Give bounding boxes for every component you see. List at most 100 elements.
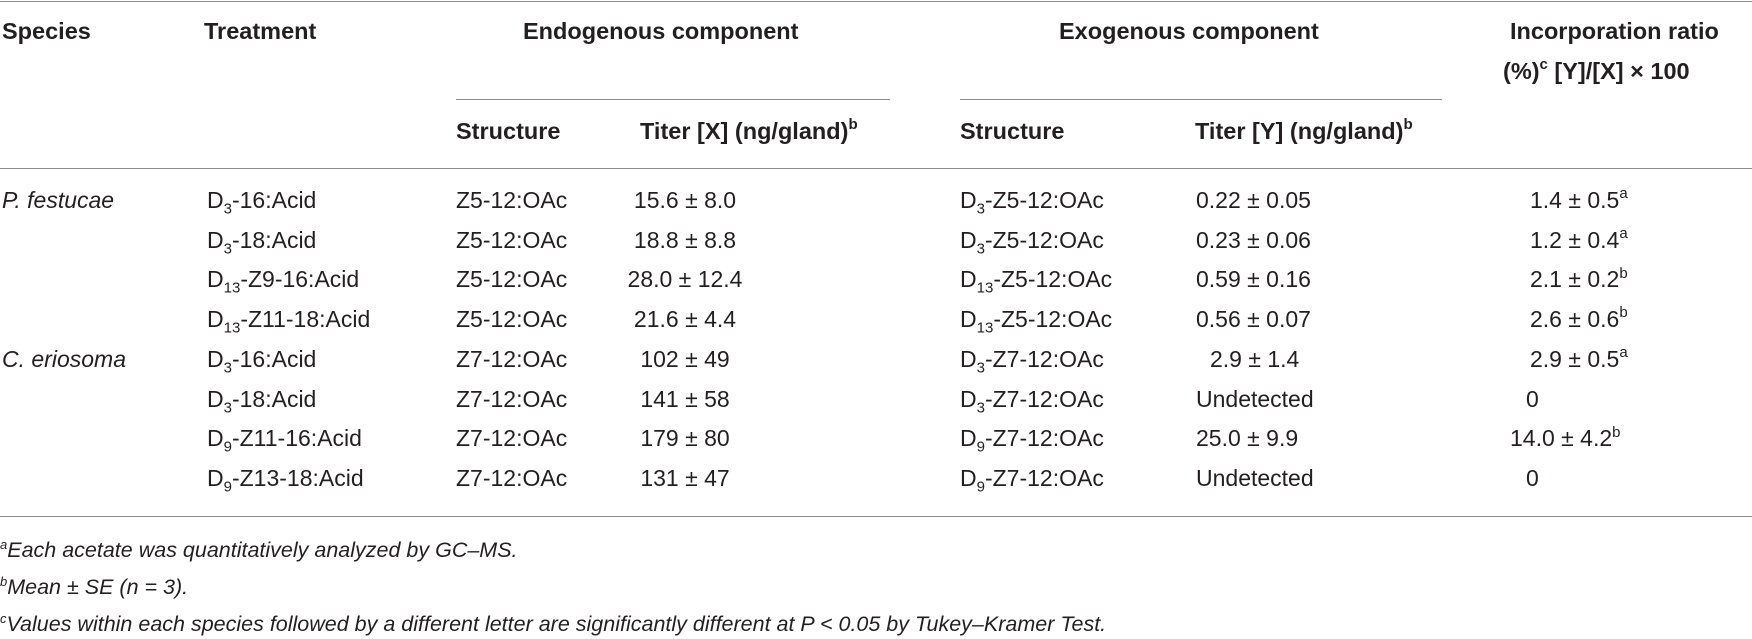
header-endogenous: Endogenous component: [523, 18, 799, 44]
exo-structure-compound: -Z5-12:OAc: [984, 187, 1104, 213]
cell-exo-titer: Undetected: [1196, 385, 1314, 412]
cell-species: C. eriosoma: [2, 345, 126, 372]
treatment-compound: -16:Acid: [231, 187, 317, 213]
cell-endo-titer: 141 ± 58: [640, 385, 730, 412]
exo-structure-prefix: D: [960, 385, 977, 412]
ratio-value: 2.9 ± 0.5: [1530, 345, 1620, 372]
footnote-mark: c: [0, 610, 7, 626]
exo-structure-prefix: D: [960, 306, 977, 333]
treatment-compound: -18:Acid: [231, 226, 317, 253]
cell-endo-titer: 131 ± 47: [640, 464, 730, 491]
treatment-prefix: D: [207, 266, 224, 293]
cell-exo-structure: D3-Z7-12:OAc: [960, 345, 1104, 376]
cell-treatment: D3-18:Acid: [207, 385, 317, 416]
cell-exo-structure: D3-Z5-12:OAc: [960, 226, 1104, 257]
cell-treatment: D3-18:Acid: [207, 226, 317, 257]
cell-endo-titer: 28.0 ± 12.4: [627, 266, 743, 293]
cell-ratio: 1.2 ± 0.4a: [1530, 225, 1628, 254]
cell-treatment: D9-Z11-16:Acid: [207, 425, 362, 455]
ratio-significance-letter: b: [1619, 264, 1628, 282]
exo-structure-compound: -Z7-12:OAc: [984, 464, 1104, 491]
treatment-compound: -Z11-18:Acid: [240, 306, 371, 333]
footnote-text: Each acetate was quantitatively analyzed…: [7, 538, 518, 562]
exo-structure-prefix: D: [960, 464, 977, 491]
footnote-text: Values within each species followed by a…: [6, 612, 1107, 636]
cell-exo-structure: D13-Z5-12:OAc: [960, 266, 1113, 296]
treatment-compound: -Z9-16:Acid: [240, 266, 360, 293]
exo-structure-isotope-count: 13: [976, 279, 994, 297]
treatment-compound: -16:Acid: [231, 345, 317, 372]
header-species: Species: [2, 18, 91, 44]
footnote-text: Mean ± SE (n = 3).: [7, 575, 189, 599]
treatment-isotope-count: 13: [223, 279, 241, 297]
cell-endo-structure: Z5-12:OAc: [456, 266, 568, 293]
cell-ratio: 1.4 ± 0.5a: [1530, 185, 1628, 214]
treatment-isotope-count: 9: [223, 438, 232, 456]
ratio-significance-letter: a: [1619, 225, 1628, 243]
header-endo-structure: Structure: [456, 118, 561, 144]
footnote-a: aEach acetate was quantitatively analyze…: [0, 538, 518, 563]
ratio-significance-letter: a: [1619, 185, 1628, 203]
header-ratio-pct: (%): [1503, 58, 1540, 84]
treatment-prefix: D: [207, 464, 224, 491]
header-ratio-formula: [Y]/[X] × 100: [1547, 58, 1690, 84]
footnote-mark: a: [0, 536, 8, 552]
cell-treatment: D13-Z9-16:Acid: [207, 266, 360, 296]
cell-ratio: 0: [1526, 465, 1539, 492]
treatment-prefix: D: [207, 345, 224, 372]
cell-exo-structure: D13-Z5-12:OAc: [960, 306, 1112, 336]
treatment-compound: -Z11-16:Acid: [231, 425, 362, 452]
cell-endo-titer: 18.8 ± 8.8: [633, 226, 737, 253]
cell-treatment: D9-Z13-18:Acid: [207, 464, 364, 495]
header-endo-titer-label: Titer [X] (ng/gland): [640, 118, 849, 144]
treatment-compound: -18:Acid: [231, 385, 317, 412]
footnote-c: cValues within each species followed by …: [0, 612, 1106, 637]
cell-endo-structure: Z7-12:OAc: [456, 464, 568, 491]
ratio-value: 1.4 ± 0.5: [1530, 187, 1620, 213]
treatment-compound: -Z13-18:Acid: [231, 464, 364, 491]
cell-exo-titer: 0.22 ± 0.05: [1196, 187, 1311, 213]
exo-structure-prefix: D: [960, 345, 977, 372]
table-bottom-rule: [0, 516, 1752, 517]
cell-endo-titer: 21.6 ± 4.4: [633, 306, 737, 333]
cell-treatment: D13-Z11-18:Acid: [207, 306, 371, 336]
exo-structure-isotope-count: 3: [976, 399, 985, 417]
footnote-mark: b: [0, 573, 8, 589]
cell-exo-titer: 2.9 ± 1.4: [1210, 345, 1300, 372]
cell-exo-structure: D9-Z7-12:OAc: [960, 425, 1104, 455]
ratio-value: 1.2 ± 0.4: [1530, 226, 1620, 253]
cell-endo-titer: 179 ± 80: [640, 425, 730, 452]
exo-structure-prefix: D: [960, 266, 977, 293]
treatment-isotope-count: 13: [223, 319, 241, 337]
header-ratio-line1: Incorporation ratio: [1510, 18, 1719, 44]
ratio-significance-letter: b: [1612, 423, 1621, 441]
header-exo-structure: Structure: [960, 118, 1065, 144]
cell-endo-titer: 102 ± 49: [640, 345, 730, 372]
header-ratio-footnote-mark: c: [1539, 56, 1548, 74]
cell-endo-structure: Z5-12:OAc: [456, 226, 568, 253]
cell-endo-structure: Z7-12:OAc: [456, 425, 568, 452]
cell-treatment: D3-16:Acid: [207, 187, 317, 217]
cell-exo-titer: 0.23 ± 0.06: [1196, 226, 1311, 253]
header-exo-titer: Titer [Y] (ng/gland)b: [1195, 117, 1413, 145]
cell-species: P. festucae: [2, 187, 115, 213]
cell-ratio: 2.6 ± 0.6b: [1530, 305, 1628, 333]
header-treatment: Treatment: [204, 18, 317, 44]
ratio-value: 14.0 ± 4.2: [1510, 425, 1613, 452]
cell-endo-titer: 15.6 ± 8.0: [633, 187, 737, 213]
treatment-prefix: D: [207, 226, 224, 253]
treatment-isotope-count: 3: [223, 359, 232, 377]
ratio-value: 0: [1526, 385, 1539, 412]
exo-structure-compound: -Z5-12:OAc: [993, 266, 1113, 293]
exo-structure-prefix: D: [960, 226, 977, 253]
cell-ratio: 0: [1526, 386, 1539, 413]
cell-endo-structure: Z7-12:OAc: [456, 345, 568, 372]
header-exo-titer-label: Titer [Y] (ng/gland): [1195, 118, 1404, 144]
treatment-prefix: D: [207, 385, 224, 412]
treatment-prefix: D: [207, 187, 224, 213]
ratio-value: 0: [1526, 464, 1539, 491]
cell-exo-titer: Undetected: [1196, 464, 1314, 491]
exo-structure-prefix: D: [960, 425, 977, 452]
cell-treatment: D3-16:Acid: [207, 345, 317, 377]
cell-exo-titer: 25.0 ± 9.9: [1196, 425, 1299, 452]
